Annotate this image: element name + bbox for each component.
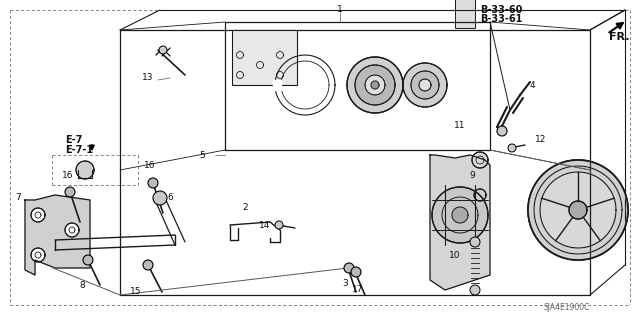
Circle shape	[351, 267, 361, 277]
Polygon shape	[276, 51, 284, 58]
Polygon shape	[31, 208, 45, 222]
Text: E-7-1: E-7-1	[65, 145, 93, 155]
Circle shape	[143, 260, 153, 270]
Text: SJA4E1900C: SJA4E1900C	[543, 303, 590, 313]
Polygon shape	[411, 71, 439, 99]
Text: 6: 6	[167, 194, 173, 203]
Text: FR.: FR.	[609, 32, 630, 42]
Text: B-33-60: B-33-60	[480, 5, 522, 15]
Bar	[273, 80, 281, 90]
Circle shape	[470, 285, 480, 295]
Text: E-7: E-7	[65, 135, 83, 145]
Polygon shape	[25, 195, 90, 275]
Text: 9: 9	[469, 170, 475, 180]
Polygon shape	[347, 57, 403, 113]
Text: 11: 11	[454, 121, 466, 130]
Circle shape	[470, 237, 480, 247]
Text: B-33-61: B-33-61	[480, 14, 522, 24]
Text: 14: 14	[259, 220, 271, 229]
Polygon shape	[65, 223, 79, 237]
Polygon shape	[569, 201, 587, 219]
Text: 10: 10	[449, 250, 461, 259]
Text: 7: 7	[15, 194, 21, 203]
Polygon shape	[403, 63, 447, 107]
Polygon shape	[237, 51, 243, 58]
Circle shape	[344, 263, 354, 273]
Text: 15: 15	[131, 287, 141, 296]
Polygon shape	[365, 75, 385, 95]
Polygon shape	[474, 189, 486, 201]
Polygon shape	[355, 65, 395, 105]
Circle shape	[153, 191, 167, 205]
Text: 4: 4	[530, 80, 536, 90]
Circle shape	[148, 178, 158, 188]
Text: 16: 16	[62, 170, 74, 180]
Text: 8: 8	[79, 280, 85, 290]
Bar	[232, 30, 297, 85]
Polygon shape	[31, 248, 45, 262]
Polygon shape	[419, 79, 431, 91]
Text: 13: 13	[142, 72, 154, 81]
Circle shape	[508, 144, 516, 152]
Polygon shape	[371, 81, 379, 89]
Polygon shape	[76, 161, 94, 179]
Bar	[455, 0, 475, 28]
Polygon shape	[452, 207, 468, 223]
Text: 1: 1	[337, 5, 343, 14]
Circle shape	[65, 187, 75, 197]
Polygon shape	[432, 187, 488, 243]
Text: 12: 12	[535, 136, 547, 145]
Polygon shape	[472, 152, 488, 168]
Polygon shape	[257, 62, 264, 69]
Text: 2: 2	[242, 204, 248, 212]
Text: 16: 16	[144, 160, 156, 169]
Polygon shape	[237, 71, 243, 78]
Circle shape	[497, 126, 507, 136]
Text: 17: 17	[352, 286, 364, 294]
Text: 3: 3	[342, 278, 348, 287]
Circle shape	[275, 221, 283, 229]
Polygon shape	[276, 71, 284, 78]
Text: 5: 5	[199, 151, 205, 160]
Circle shape	[83, 255, 93, 265]
Polygon shape	[430, 155, 490, 290]
Circle shape	[159, 46, 167, 54]
Polygon shape	[528, 160, 628, 260]
